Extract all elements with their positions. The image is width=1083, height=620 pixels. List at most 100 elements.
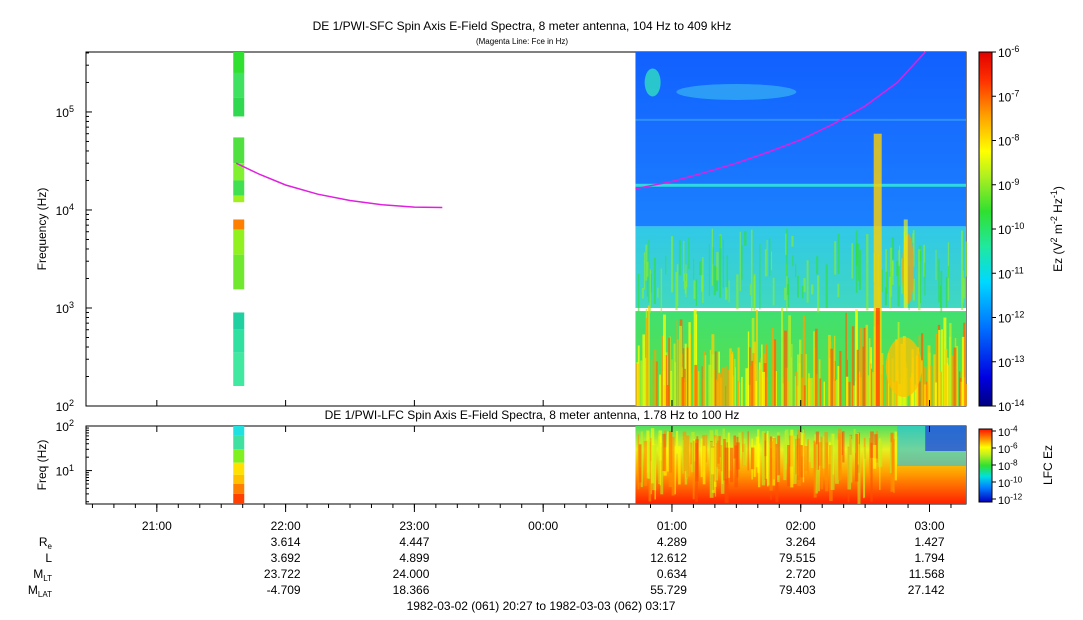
lfc-streak <box>695 442 698 502</box>
lfc-streak <box>783 441 787 481</box>
sfc-mid-streak <box>772 277 775 306</box>
sfc-mid-streak <box>695 279 698 306</box>
ephemeris-value: 23.722 <box>264 567 301 581</box>
sfc-early-strip <box>233 97 245 117</box>
lfc-streak <box>878 440 883 467</box>
sfc-mid-streak <box>940 270 943 313</box>
sfc-streak <box>819 378 822 406</box>
sfc-mid-streak <box>797 276 799 298</box>
sfc-streak <box>780 307 784 406</box>
sfc-mid-streak <box>648 239 650 303</box>
sfc-mid-streak <box>899 245 901 264</box>
sfc-streak <box>711 354 715 406</box>
sfc-mid-streak <box>725 287 728 300</box>
sfc-streak <box>788 315 791 406</box>
sfc-mid-streak <box>938 258 940 303</box>
sfc-mid-streak <box>739 231 741 292</box>
lfc-colorbar-tick-label: 10-10 <box>998 476 1023 490</box>
ephemeris-value: 1.794 <box>914 551 944 565</box>
lfc-streak <box>643 440 648 486</box>
sfc-streak <box>668 337 671 406</box>
lfc-streak <box>772 438 776 480</box>
sfc-mid-streak <box>722 239 724 288</box>
ephemeris-value: 0.634 <box>657 567 687 581</box>
sfc-streak <box>681 377 684 406</box>
sfc-subtitle: (Magenta Line: Fce in Hz) <box>476 37 568 46</box>
sfc-mid-streak <box>645 244 648 281</box>
sfc-streak <box>960 381 964 406</box>
lfc-streak <box>757 443 761 488</box>
sfc-streak <box>760 358 762 406</box>
sfc-mid-streak <box>670 236 674 293</box>
sfc-mid-streak <box>810 284 814 295</box>
lfc-streak <box>736 436 739 478</box>
lfc-streak <box>742 438 747 466</box>
lfc-streak <box>734 445 739 488</box>
lfc-streak <box>640 431 643 488</box>
sfc-streak <box>682 348 685 406</box>
lfc-streak <box>690 442 693 465</box>
lfc-colorbar-tick-label: 10-6 <box>998 442 1018 456</box>
sfc-mid-streak <box>676 264 679 306</box>
ephemeris-value: 3.692 <box>271 551 301 565</box>
lfc-streak <box>769 441 773 491</box>
sfc-streak <box>794 371 798 406</box>
sfc-colorbar-tick-label: 10-10 <box>998 221 1024 237</box>
sfc-mid-streak <box>884 287 888 306</box>
lfc-streak <box>894 431 897 481</box>
lfc-streak <box>855 433 859 482</box>
sfc-colorbar-tick-label: 10-7 <box>998 88 1019 104</box>
sfc-streak <box>919 381 921 406</box>
sfc-burst <box>875 307 880 406</box>
lfc-streak <box>652 445 657 491</box>
sfc-streak <box>871 372 874 406</box>
sfc-colorbar-label: Ez (V2 m-2 Hz-1) <box>1049 186 1065 272</box>
sfc-mid-streak <box>693 280 696 299</box>
sfc-streak <box>679 325 683 406</box>
sfc-mid-streak <box>665 255 667 275</box>
lfc-streak <box>830 433 835 490</box>
sfc-streak <box>938 329 941 406</box>
sfc-mid-streak <box>699 261 702 275</box>
sfc-streak <box>636 362 639 406</box>
sfc-mid-streak <box>885 271 888 294</box>
sfc-mid-streak <box>785 233 787 255</box>
lfc-streak <box>870 431 874 458</box>
sfc-mid-streak <box>643 252 646 290</box>
sfc-early-strip <box>233 195 245 203</box>
sfc-mid-streak <box>753 276 756 311</box>
lfc-streak <box>818 442 823 466</box>
sfc-mid-streak <box>912 233 914 244</box>
sfc-streak <box>837 366 840 406</box>
sfc-mid-streak <box>741 245 743 280</box>
lfc-streak <box>815 444 818 494</box>
sfc-streak <box>763 363 767 406</box>
sfc-streak <box>693 309 697 406</box>
sfc-streak <box>851 326 855 406</box>
ephemeris-row-label: Re <box>39 535 53 551</box>
sfc-streak <box>640 360 643 406</box>
sfc-mid-streak <box>688 237 690 269</box>
sfc-colorbar-tick-label: 10-14 <box>998 398 1024 414</box>
sfc-mid-streak <box>749 283 751 296</box>
lfc-streak <box>767 430 769 487</box>
sfc-mid-streak <box>939 285 942 308</box>
sfc-streak <box>948 336 952 406</box>
lfc-streak <box>797 429 801 486</box>
sfc-streak <box>944 348 948 406</box>
sfc-streak <box>835 379 838 406</box>
sfc-streak <box>797 354 800 406</box>
sfc-mid-streak <box>918 249 921 311</box>
lfc-streak <box>792 435 797 484</box>
lfc-fade <box>925 426 966 451</box>
lfc-streak <box>747 431 749 471</box>
lfc-streak <box>841 432 843 456</box>
lfc-streak <box>863 446 866 498</box>
sfc-streak <box>813 331 815 406</box>
sfc-y-tick-label: 102 <box>56 398 74 414</box>
sfc-early-strip <box>233 180 245 196</box>
sfc-streak <box>695 314 698 406</box>
sfc-mid-streak <box>825 264 828 308</box>
sfc-streak <box>808 378 811 406</box>
sfc-streak <box>774 339 777 406</box>
